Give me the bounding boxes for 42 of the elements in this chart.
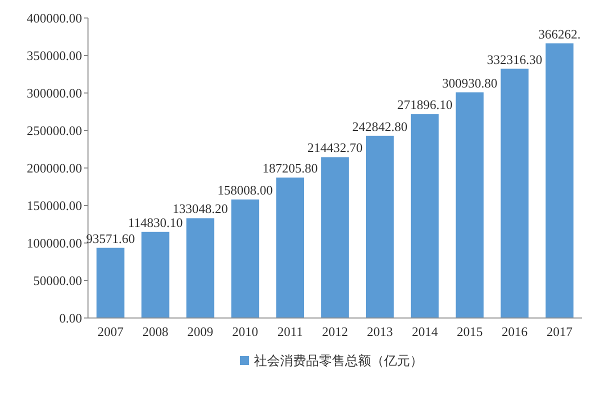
text: 133048.20 xyxy=(172,201,228,216)
x-tick-label: 2013 xyxy=(366,324,393,339)
text: 332316.30 xyxy=(487,52,542,67)
bar xyxy=(141,232,170,318)
x-tick-label: 2007 xyxy=(97,324,124,339)
bar xyxy=(231,199,260,318)
y-tick-label: 250000.00 xyxy=(26,123,82,138)
bar xyxy=(500,68,529,318)
text: 242842.80 xyxy=(352,118,408,134)
x-tick-label: 2010 xyxy=(232,324,258,339)
bar xyxy=(366,136,394,318)
text: 300930.80 xyxy=(442,75,498,90)
y-tick-label: 200000.00 xyxy=(26,160,82,176)
bar xyxy=(96,248,124,318)
bar xyxy=(321,157,349,318)
bar xyxy=(186,218,214,318)
bar xyxy=(410,114,439,318)
legend-label: 社会消费品零售总额（亿元） xyxy=(254,354,423,369)
x-tick-label: 2014 xyxy=(412,324,438,339)
y-tick-label: 0.00 xyxy=(59,310,82,326)
y-tick-label: 100000.00 xyxy=(26,236,82,251)
y-tick-label: 150000.00 xyxy=(26,198,82,214)
y-tick-label: 50000.00 xyxy=(33,273,82,288)
x-tick-label: 2008 xyxy=(142,324,168,339)
x-tick-label: 2011 xyxy=(277,324,303,339)
x-tick-label: 2012 xyxy=(322,324,348,339)
text: 271896.10 xyxy=(397,97,452,112)
text: 114830.10 xyxy=(128,214,183,230)
x-tick-label: 2016 xyxy=(502,324,528,339)
x-tick-label: 2017 xyxy=(546,324,574,339)
text: 187205.80 xyxy=(262,160,318,176)
x-tick-label: 2015 xyxy=(456,324,483,339)
x-tick-label: 2009 xyxy=(187,324,214,339)
text: 158008.00 xyxy=(218,182,273,198)
text: 366262. xyxy=(538,26,581,42)
text: 214432.70 xyxy=(307,140,363,156)
bar xyxy=(546,43,574,318)
y-tick-label: 400000.00 xyxy=(26,10,82,26)
y-tick-label: 350000.00 xyxy=(26,48,82,64)
bar xyxy=(456,92,484,318)
bar xyxy=(276,178,304,318)
y-tick-label: 300000.00 xyxy=(26,86,82,101)
